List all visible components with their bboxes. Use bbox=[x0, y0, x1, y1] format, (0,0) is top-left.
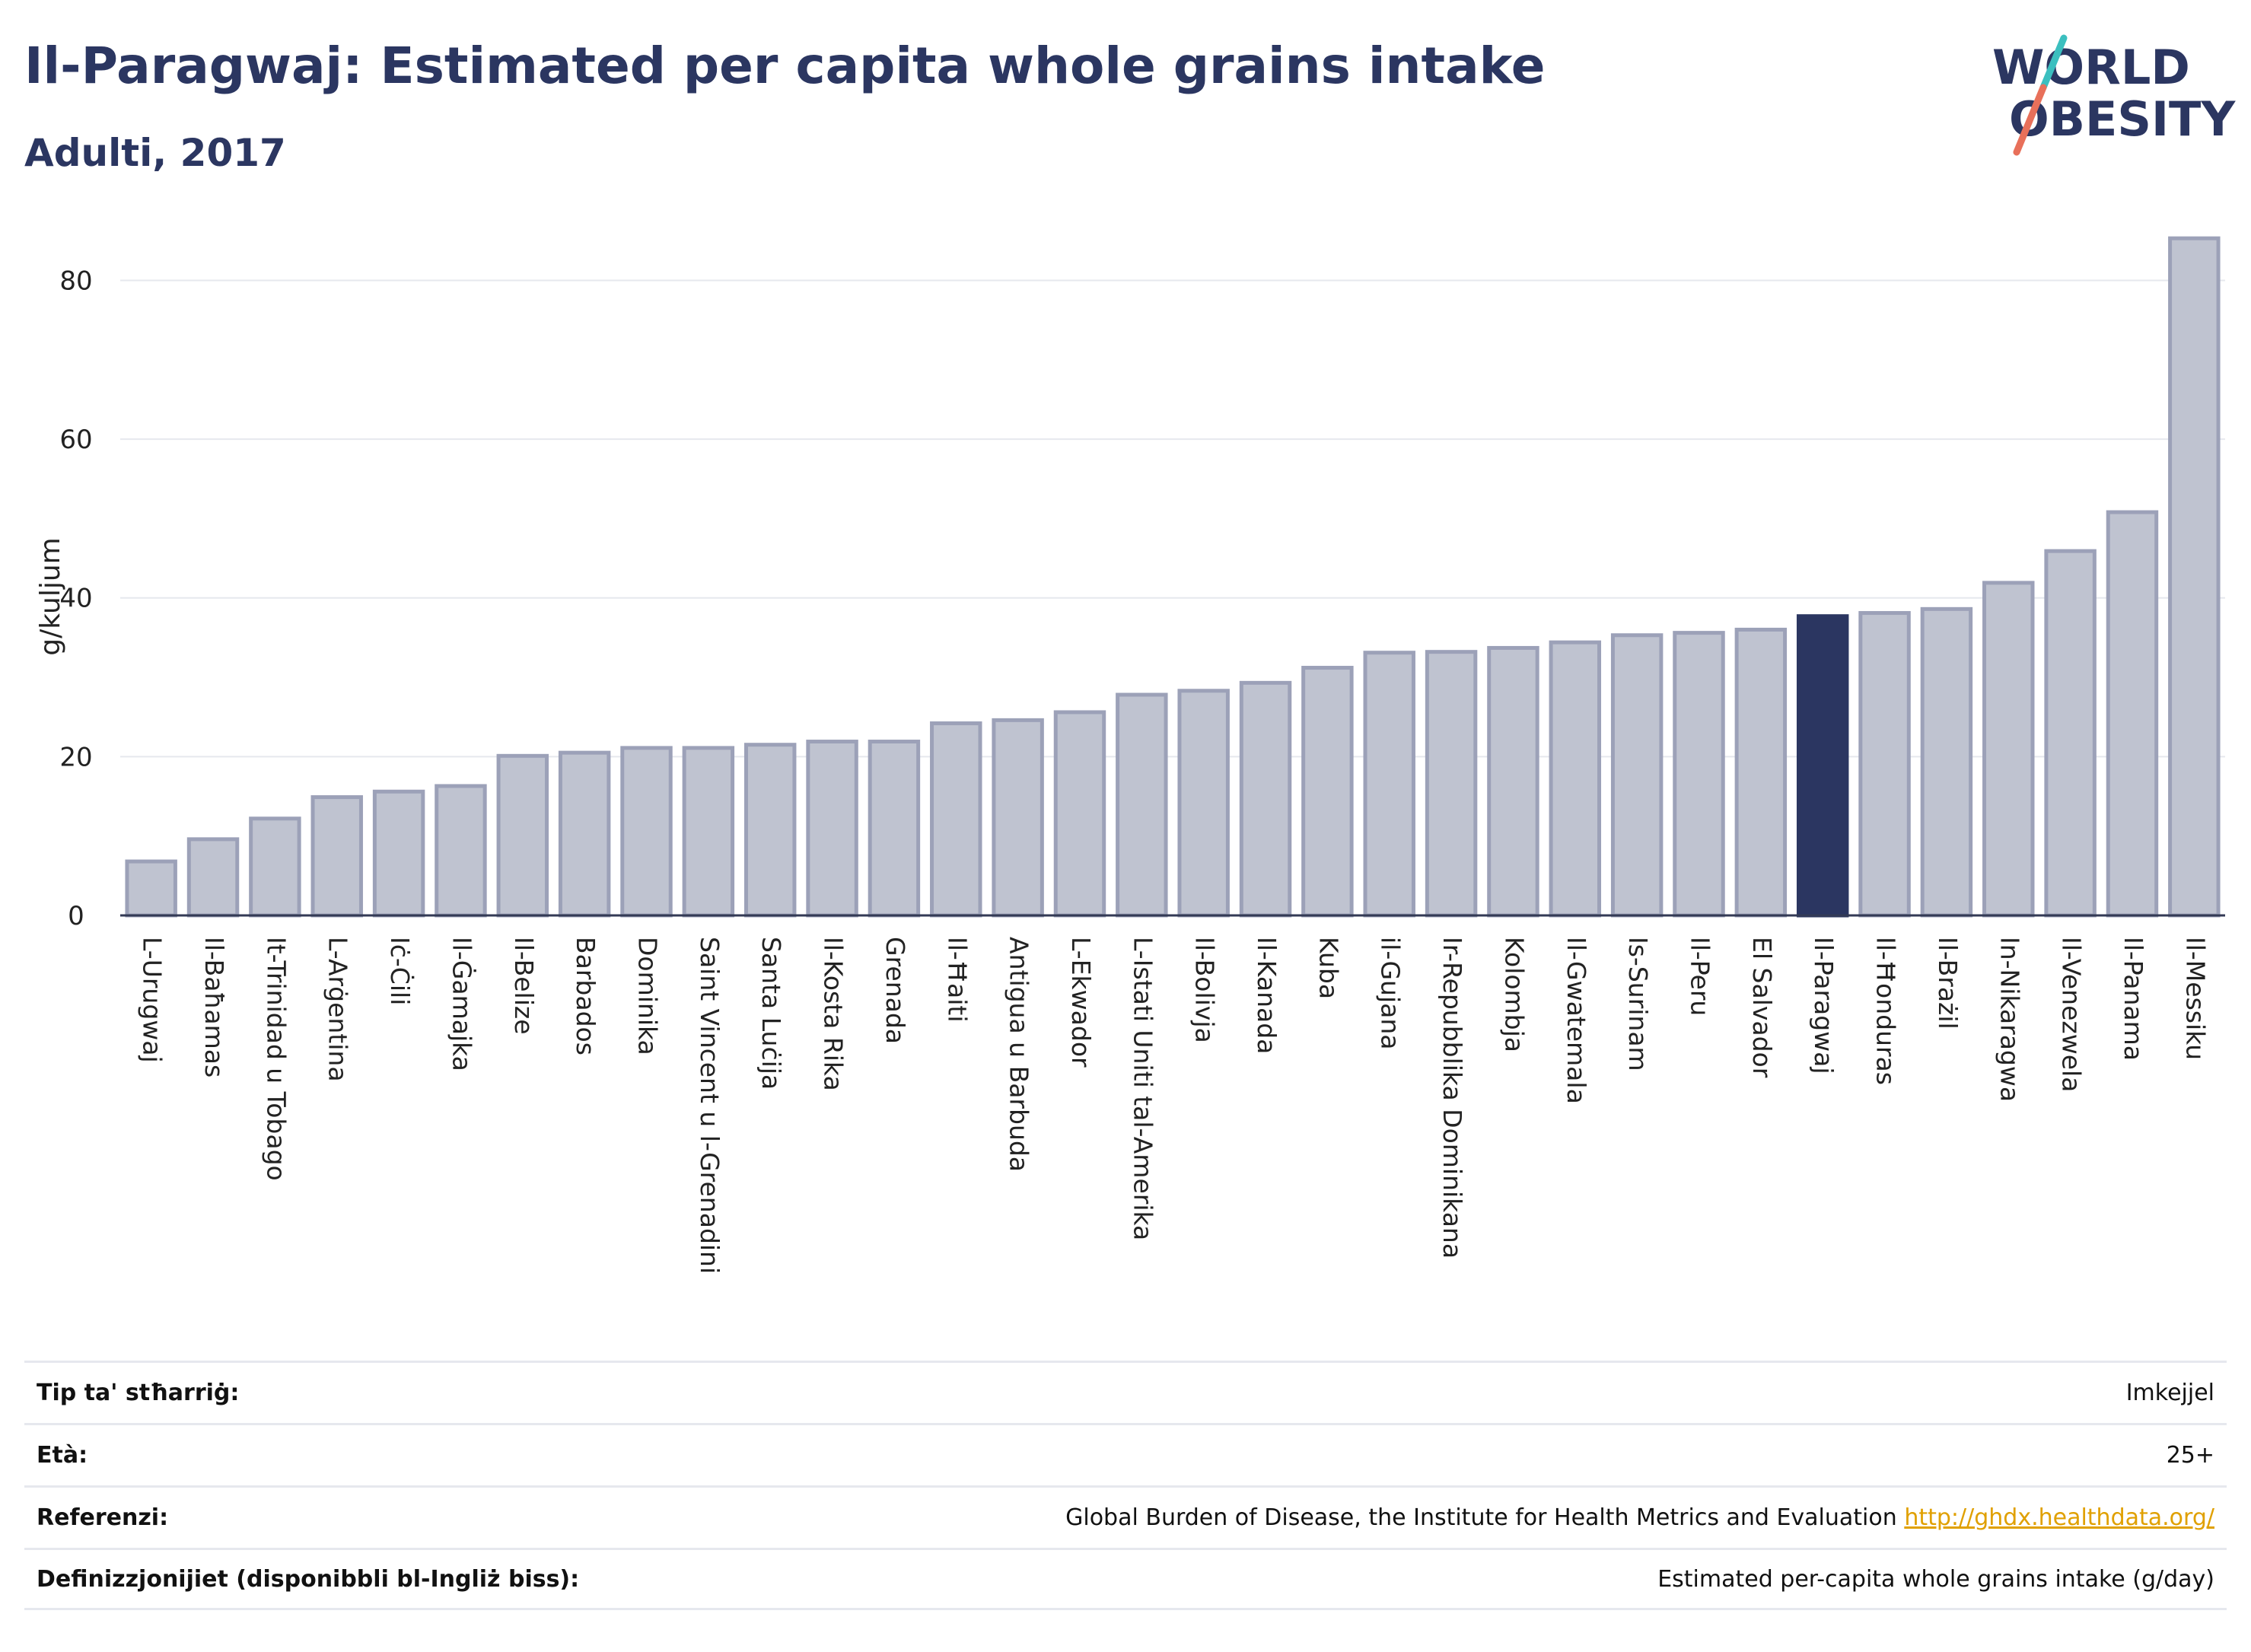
x-tick-label: Is-Surinam bbox=[1623, 937, 1653, 1071]
bar bbox=[868, 740, 921, 918]
x-tick-label: Antigua u Barbuda bbox=[1005, 937, 1034, 1172]
x-tick-label: Dominika bbox=[633, 937, 663, 1055]
x-tick-label: Kuba bbox=[1313, 937, 1343, 999]
meta-key: Tip ta' stħarriġ: bbox=[37, 1380, 240, 1406]
meta-value: Estimated per-capita whole grains intake… bbox=[1657, 1565, 2214, 1593]
x-tick-label: Kolombja bbox=[1499, 937, 1529, 1052]
bar bbox=[992, 718, 1044, 918]
bar bbox=[806, 740, 858, 918]
x-tick-label: Il-Kosta Rika bbox=[819, 937, 849, 1091]
x-tick-label: L-Ekwador bbox=[1066, 937, 1096, 1068]
bar bbox=[1301, 666, 1354, 918]
x-tick-label: It-Trinidad u Tobago bbox=[261, 937, 291, 1181]
x-tick-label: Il-Messiku bbox=[2180, 937, 2210, 1060]
bar bbox=[435, 784, 487, 918]
x-tick-label: Il-Ħonduras bbox=[1871, 937, 1901, 1085]
x-tick-label: Il-Ħaiti bbox=[942, 937, 972, 1023]
logo-line2: OBESITY bbox=[2009, 91, 2236, 147]
meta-row-references: Referenzi: Global Burden of Disease, the… bbox=[24, 1485, 2227, 1548]
x-tick-label: Santa Luċija bbox=[756, 937, 786, 1090]
x-tick-label: Il-Belize bbox=[509, 937, 539, 1035]
bar bbox=[496, 753, 549, 918]
bar bbox=[1549, 640, 1602, 918]
x-tick-label: L-Istati Uniti tal-Amerika bbox=[1128, 937, 1157, 1240]
bar bbox=[1734, 627, 1788, 918]
bar bbox=[1673, 631, 1725, 918]
bar bbox=[1610, 633, 1664, 918]
y-tick-label: 80 bbox=[59, 266, 92, 296]
y-tick-label: 20 bbox=[59, 742, 92, 772]
y-axis-label: g/kuljum bbox=[35, 537, 66, 655]
x-tick-label: Ir-Repubblika Dominikana bbox=[1438, 937, 1467, 1259]
bar bbox=[372, 789, 425, 918]
x-tick-label: Il-Panama bbox=[2119, 937, 2148, 1061]
metadata-table: Tip ta' stħarriġ: Imkejjel Età: 25+ Refe… bbox=[24, 1361, 2227, 1610]
bar bbox=[2106, 510, 2159, 918]
meta-value-references: Global Burden of Disease, the Institute … bbox=[1065, 1504, 2214, 1531]
bar bbox=[249, 816, 301, 918]
bar bbox=[1858, 611, 1911, 918]
x-tick-label: il-Gujana bbox=[1376, 937, 1406, 1049]
x-tick-label: L-Urugwaj bbox=[138, 937, 167, 1063]
x-tick-label: Barbados bbox=[571, 937, 600, 1055]
x-tick-label: Saint Vincent u l-Grenadini bbox=[695, 937, 724, 1274]
x-tick-label: Il-Gwatemala bbox=[1562, 937, 1591, 1104]
bar bbox=[1363, 651, 1415, 918]
x-tick-label: Grenada bbox=[880, 937, 910, 1044]
bar bbox=[1116, 692, 1168, 918]
meta-row-definitions: Definizzjonijiet (disponibbli bl-Ingliż … bbox=[24, 1548, 2227, 1610]
bar bbox=[1796, 614, 1849, 918]
bar-chart: 0 20 40 60 80 g/kuljum L-Urugwaj Il-Baħamas It-T… bbox=[35, 236, 2225, 1274]
x-tick-label: Il-Brażil bbox=[1933, 937, 1963, 1030]
reference-link[interactable]: http://ghdx.healthdata.org/ bbox=[1904, 1504, 2214, 1531]
y-tick-label: 0 bbox=[68, 901, 84, 931]
bar bbox=[558, 750, 611, 918]
meta-row-age: Età: 25+ bbox=[24, 1423, 2227, 1485]
meta-key: Referenzi: bbox=[37, 1504, 169, 1531]
bar bbox=[682, 746, 735, 918]
meta-key: Definizzjonijiet (disponibbli bl-Ingliż … bbox=[37, 1565, 580, 1593]
bar bbox=[743, 743, 797, 918]
world-obesity-logo: WORLD OBESITY bbox=[1992, 34, 2236, 156]
bar bbox=[125, 859, 177, 918]
bar bbox=[2044, 549, 2097, 918]
x-tick-label: In-Nikaragwa bbox=[1995, 937, 2024, 1102]
x-tick-label: Il-Paragwaj bbox=[1809, 937, 1839, 1074]
bar bbox=[186, 837, 240, 918]
x-tick-label: Il-Ġamajka bbox=[447, 937, 477, 1071]
x-tick-label: Iċ-Ċili bbox=[385, 937, 415, 1005]
chart-subtitle: Adulti, 2017 bbox=[24, 131, 286, 175]
meta-value: Imkejjel bbox=[2125, 1380, 2214, 1406]
meta-row-survey-type: Tip ta' stħarriġ: Imkejjel bbox=[24, 1361, 2227, 1423]
x-tick-label: Il-Venezwela bbox=[2057, 937, 2087, 1092]
reference-text: Global Burden of Disease, the Institute … bbox=[1065, 1504, 1897, 1531]
y-tick-label: 40 bbox=[59, 584, 92, 614]
bar bbox=[310, 795, 363, 918]
x-tick-label: Il-Bolivja bbox=[1190, 937, 1220, 1043]
bar bbox=[2168, 236, 2221, 918]
logo-slash-coral bbox=[2013, 84, 2047, 156]
x-tick-label: Il-Peru bbox=[1686, 937, 1715, 1016]
bar bbox=[1239, 680, 1292, 918]
bar bbox=[1487, 645, 1539, 918]
bar bbox=[1425, 650, 1478, 918]
bar bbox=[1053, 710, 1106, 918]
bar bbox=[1920, 606, 1973, 918]
bar bbox=[1177, 689, 1230, 918]
bar bbox=[930, 721, 982, 918]
x-tick-label: El Salvador bbox=[1747, 937, 1777, 1078]
meta-value: 25+ bbox=[2166, 1442, 2214, 1469]
bar bbox=[1982, 581, 2035, 918]
chart-title: Il-Paragwaj: Estimated per capita whole … bbox=[24, 37, 1546, 95]
meta-key: Età: bbox=[37, 1442, 88, 1469]
y-tick-label: 60 bbox=[59, 425, 92, 455]
x-tick-label: Il-Kanada bbox=[1252, 937, 1282, 1054]
bar bbox=[620, 746, 673, 918]
x-tick-label: Il-Baħamas bbox=[199, 937, 229, 1077]
logo-slash-teal bbox=[2039, 34, 2068, 91]
x-tick-label: L-Arġentina bbox=[323, 937, 353, 1082]
logo-line1: WORLD bbox=[1992, 40, 2190, 95]
